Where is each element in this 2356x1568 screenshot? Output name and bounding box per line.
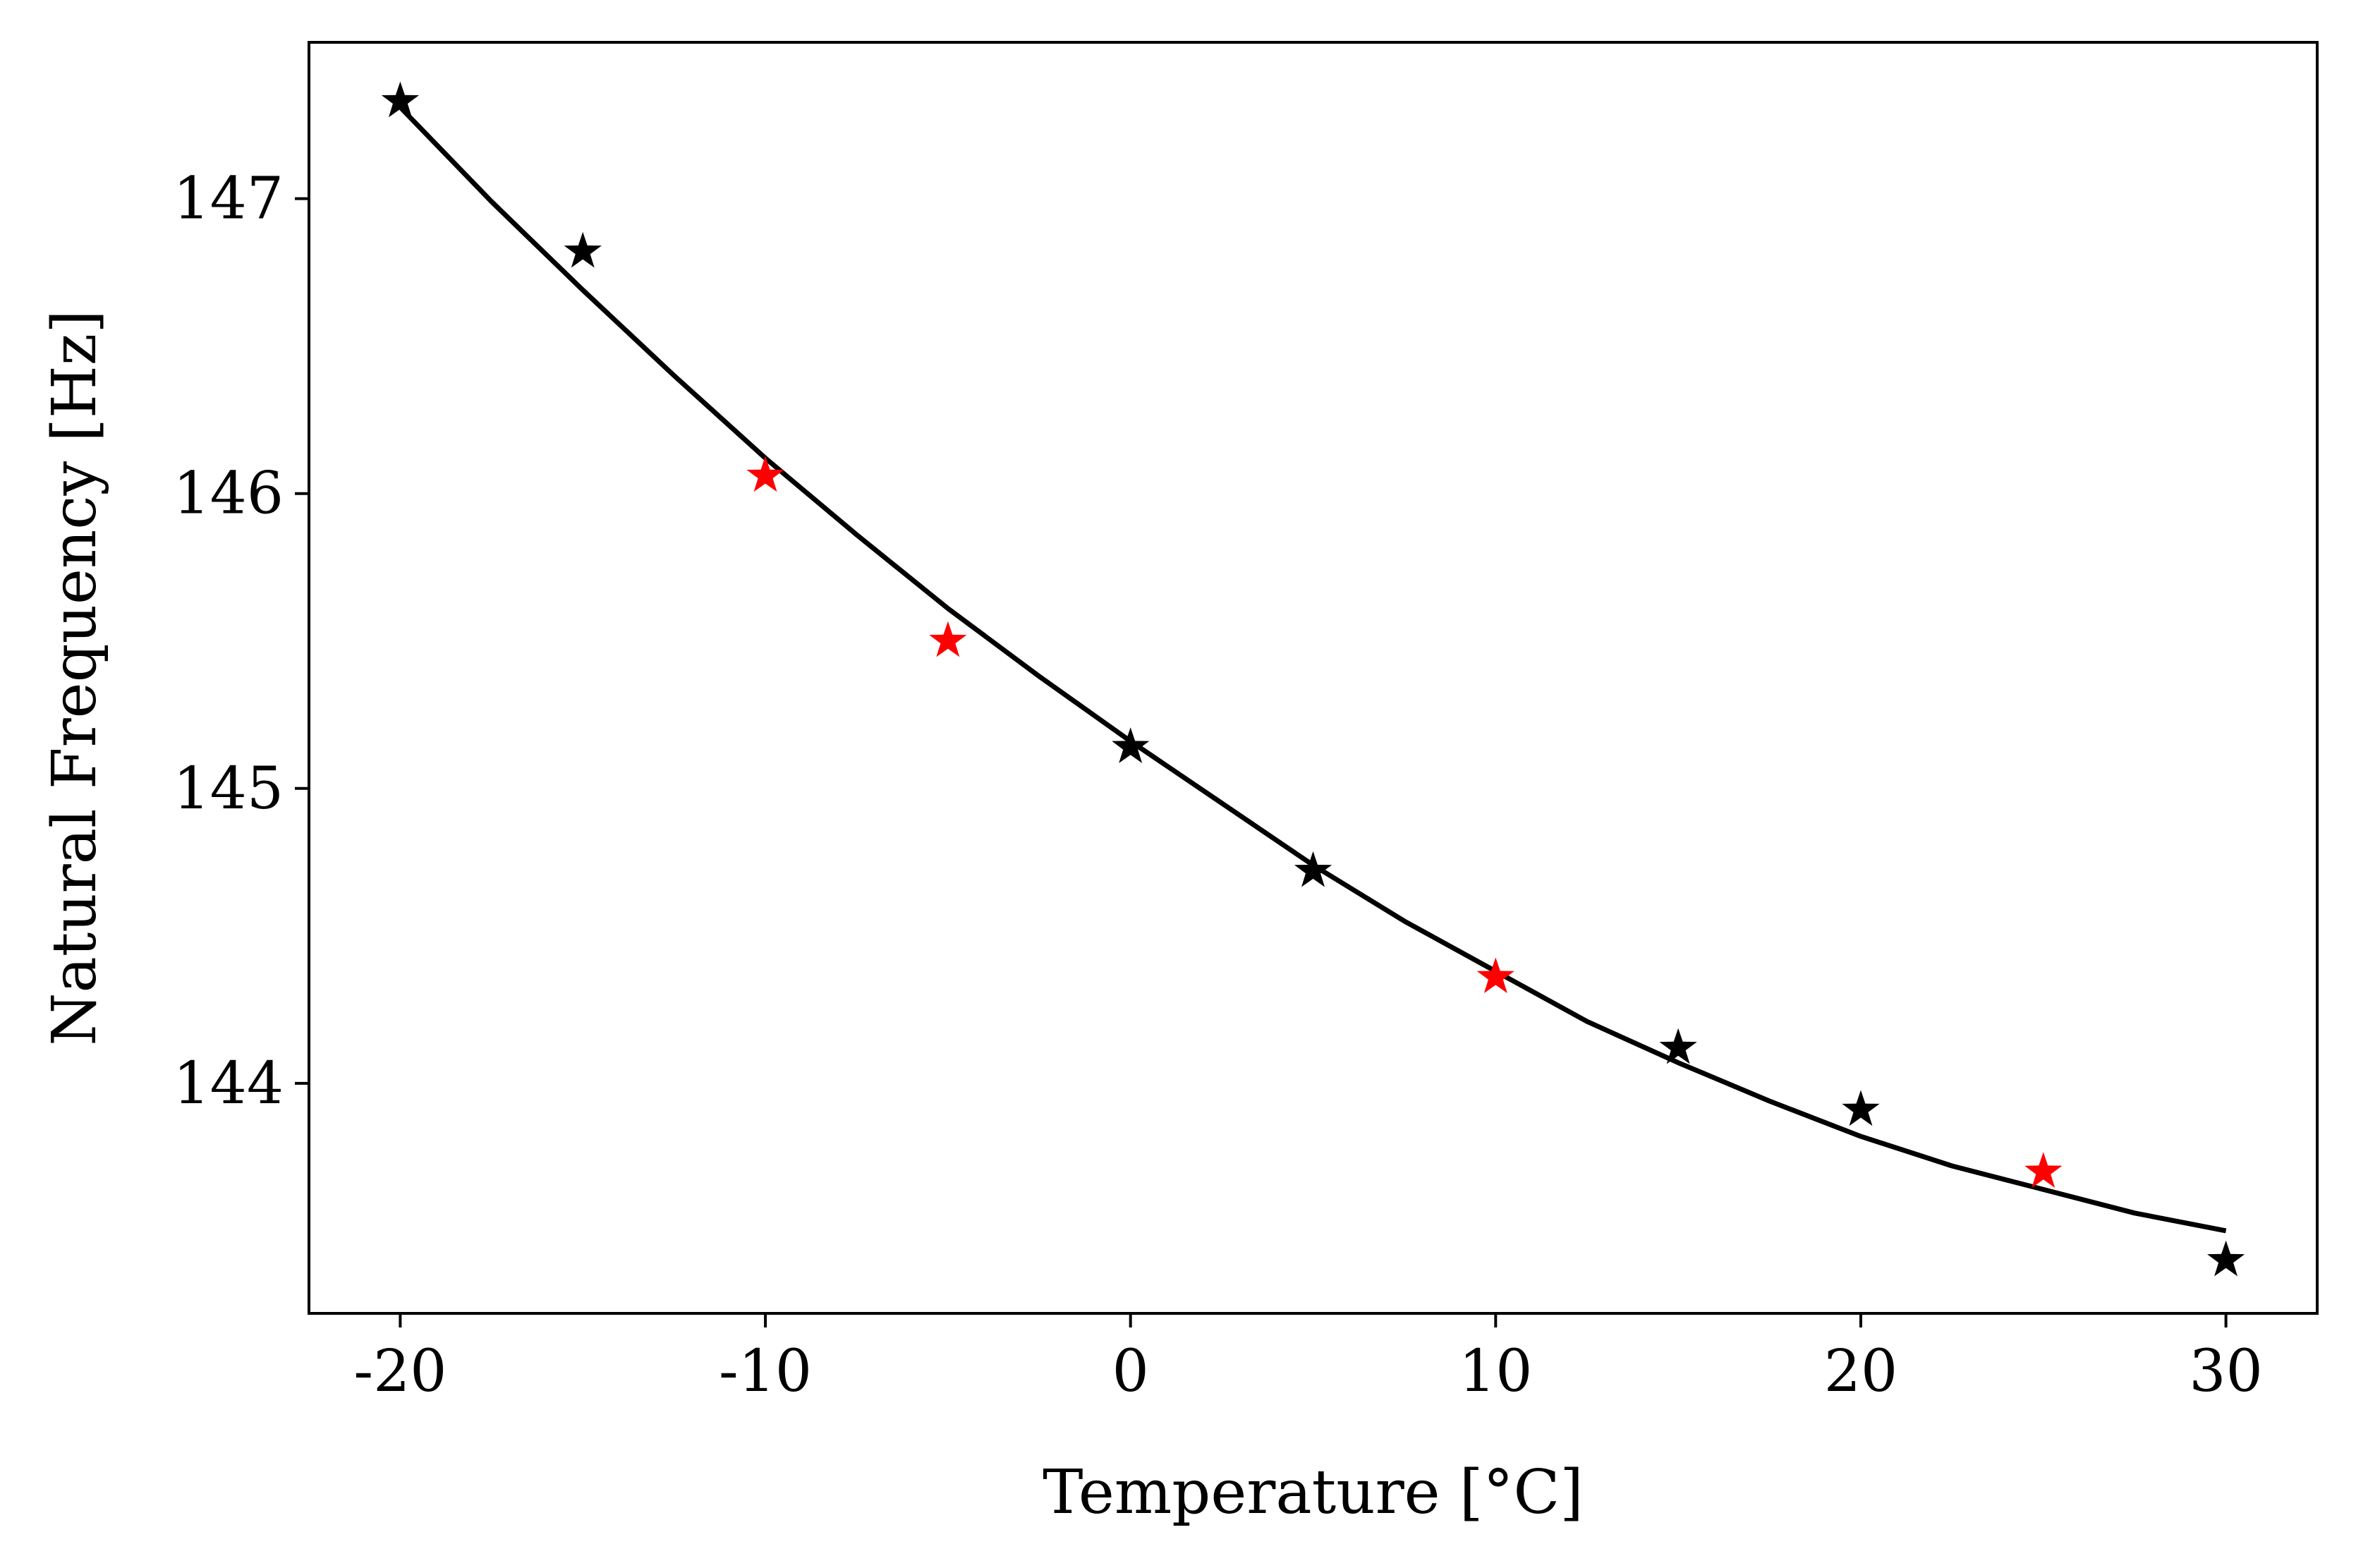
y-tick-label: 147	[173, 166, 284, 233]
y-tick-label: 146	[173, 461, 284, 528]
x-tick-label: 0	[1112, 1338, 1149, 1405]
x-tick-label: -20	[353, 1338, 447, 1405]
y-tick-label: 145	[173, 755, 284, 822]
data-point	[1842, 1090, 1880, 1126]
data-point	[381, 81, 419, 118]
data-point	[2207, 1240, 2245, 1277]
data-point	[2024, 1152, 2063, 1188]
data-point	[746, 456, 784, 492]
x-axis: -20 -10 0 10 20 30	[353, 1313, 2263, 1405]
data-point	[929, 621, 967, 657]
x-tick-label: 30	[2189, 1338, 2262, 1405]
y-axis-label: Natural Frequency [Hz]	[40, 310, 110, 1046]
y-tick-label: 144	[173, 1050, 284, 1117]
data-point	[1112, 727, 1150, 763]
data-point	[1659, 1028, 1697, 1064]
x-tick-label: -10	[719, 1338, 812, 1405]
y-axis: 144 145 146 147	[173, 166, 309, 1117]
plot-frame	[308, 41, 2319, 1315]
data-point	[564, 231, 602, 268]
x-axis-label: Temperature [°C]	[1043, 1457, 1584, 1528]
plot-area	[381, 81, 2245, 1277]
data-point	[1294, 851, 1332, 887]
data-point	[1476, 957, 1514, 993]
x-tick-label: 10	[1459, 1338, 1532, 1405]
x-tick-label: 20	[1824, 1338, 1897, 1405]
